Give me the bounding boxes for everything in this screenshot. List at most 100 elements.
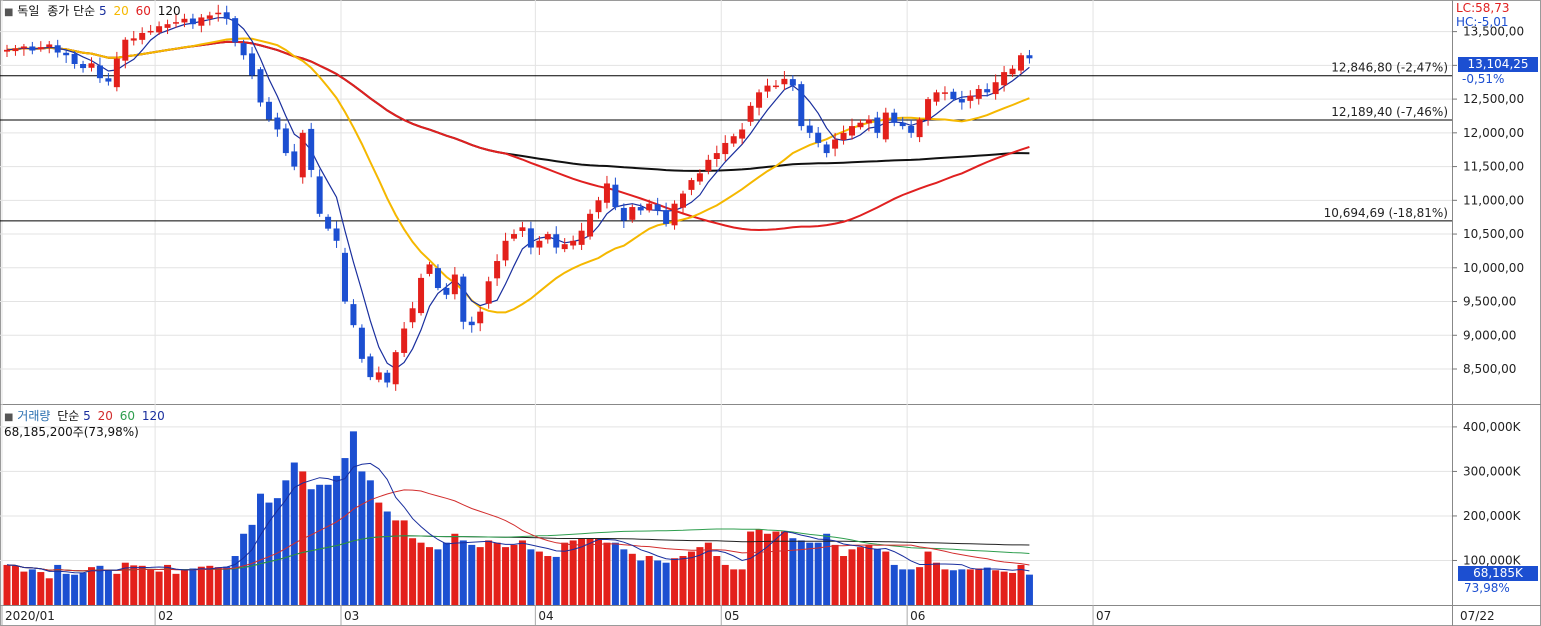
- price-axis[interactable]: 13,500,0013,000,0012,500,0012,000,0011,5…: [1452, 25, 1524, 376]
- volume-bar: [265, 502, 273, 605]
- volume-bar: [882, 551, 890, 605]
- candle-body: [654, 204, 661, 211]
- candle-body: [832, 139, 839, 149]
- volume-tick-label: 200,000K: [1463, 509, 1522, 523]
- volume-bar: [468, 544, 476, 605]
- candle-body: [570, 240, 577, 246]
- hc-value: HC:-5,01: [1456, 15, 1509, 29]
- volume-bar: [949, 570, 957, 605]
- legend-name: 독일: [17, 4, 40, 18]
- volume-bar: [231, 556, 239, 605]
- volume-bar: [375, 502, 383, 605]
- volume-bar: [569, 540, 577, 605]
- price-legend[interactable]: ■ 독일 종가 단순 5 20 60 120: [4, 2, 181, 19]
- volume-axis[interactable]: 400,000K 300,000K 200,000K 100,000K: [1452, 420, 1522, 568]
- candle-body: [975, 88, 982, 99]
- candle-body: [849, 126, 855, 136]
- legend-ma20: 20: [113, 4, 129, 18]
- volume-bar: [840, 556, 848, 605]
- volume-bar: [282, 480, 290, 605]
- volume-bar: [831, 544, 839, 605]
- ma5-line: [6, 17, 1030, 370]
- volume-bar: [713, 556, 721, 605]
- price-tick-label: 10,500,00: [1463, 227, 1524, 241]
- candle-body: [105, 78, 112, 82]
- grid: [0, 0, 1452, 605]
- volume-moving-averages: [6, 462, 1030, 574]
- date-tick-label: 04: [538, 609, 553, 623]
- candle-body: [451, 274, 458, 295]
- volume-bar: [966, 569, 974, 605]
- candle-body: [274, 117, 281, 130]
- candle-body: [756, 92, 763, 108]
- legend-ma20: 20: [97, 409, 113, 423]
- candle-body: [434, 268, 441, 289]
- volume-ma5-line: [6, 462, 1030, 574]
- volume-bar: [544, 556, 552, 605]
- candle-body: [916, 119, 923, 138]
- candle-body: [63, 52, 70, 56]
- price-tick-label: 12,000,00: [1463, 126, 1524, 140]
- volume-legend[interactable]: ■ 거래량 단순 5 20 60 120: [4, 407, 165, 424]
- candle-body: [823, 144, 830, 154]
- candle-body: [401, 328, 408, 353]
- candle-body: [249, 53, 256, 76]
- volume-bar: [223, 566, 231, 605]
- volume-bar: [797, 540, 805, 605]
- volume-bar: [172, 573, 180, 605]
- candle-body: [240, 43, 247, 56]
- candle-body: [80, 64, 87, 69]
- price-tick-label: 11,000,00: [1463, 193, 1524, 207]
- candle-body: [891, 112, 898, 123]
- candle-body: [899, 122, 906, 127]
- volume-bar: [687, 551, 695, 605]
- candle-body: [164, 24, 171, 28]
- volume-bar: [11, 565, 19, 605]
- volume-bar: [721, 564, 729, 605]
- candle-body: [1009, 68, 1016, 75]
- legend-ma60: 60: [135, 4, 151, 18]
- date-axis[interactable]: 2020/01 02 03 04 05 06 07 07/22: [1, 605, 1495, 625]
- candle-body: [747, 105, 754, 122]
- volume-bar: [248, 524, 256, 605]
- level-label: 12,846,80 (-2,47%): [1331, 61, 1448, 75]
- volume-bar: [611, 542, 619, 605]
- volume-bar: [933, 562, 940, 605]
- last-volume-badge: 68,185K: [1458, 566, 1538, 581]
- volume-bar: [772, 531, 780, 605]
- volume-bar: [552, 556, 560, 605]
- volume-tick-label: 300,000K: [1463, 464, 1522, 478]
- price-tick-label: 9,500,00: [1463, 295, 1516, 309]
- volume-bar: [333, 475, 341, 605]
- volume-bar: [1009, 572, 1017, 605]
- volume-bar: [518, 540, 526, 605]
- volume-bar: [755, 529, 763, 605]
- volume-bar: [1025, 574, 1033, 605]
- volume-tick-label: 100,000K: [1463, 553, 1522, 567]
- candle-body: [173, 22, 179, 24]
- volume-bar: [324, 484, 332, 605]
- candle-body: [37, 47, 44, 50]
- candle-body: [857, 122, 864, 128]
- candle-body: [358, 327, 365, 359]
- volume-bar: [730, 569, 738, 605]
- volume-bar: [992, 570, 1000, 605]
- candle-body: [181, 18, 188, 23]
- volume-bar: [645, 556, 653, 605]
- candle-body: [392, 352, 399, 385]
- candle-body: [291, 151, 298, 167]
- volume-current: 68,185,200주(73,98%): [4, 425, 139, 439]
- candle-body: [409, 308, 416, 323]
- candle-body: [637, 207, 644, 211]
- candle-body: [865, 119, 872, 124]
- candle-body: [595, 200, 602, 213]
- volume-bar: [561, 542, 569, 605]
- volume-bar: [417, 542, 425, 605]
- price-tick-label: 10,000,00: [1463, 261, 1524, 275]
- candle-body: [992, 82, 999, 95]
- volume-bar: [637, 560, 645, 605]
- legend-ma120: 120: [141, 409, 165, 423]
- legend-ma-type: 단순: [57, 409, 80, 423]
- candle-body: [553, 234, 560, 248]
